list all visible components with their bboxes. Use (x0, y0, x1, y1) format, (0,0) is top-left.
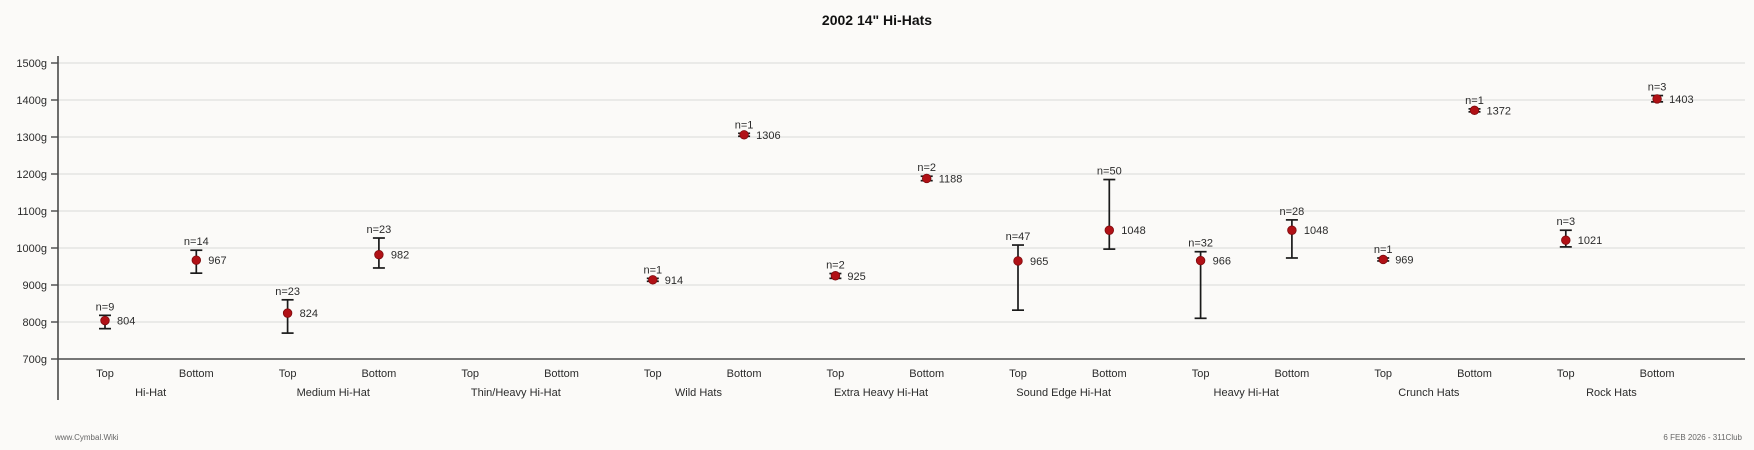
n-count-label: n=14 (184, 236, 209, 248)
value-label: 1372 (1487, 105, 1511, 117)
top-bottom-label: Top (1557, 368, 1575, 380)
n-count-label: n=28 (1280, 206, 1305, 218)
data-point-marker (1469, 105, 1480, 116)
data-point-marker (1195, 255, 1206, 266)
n-count-label: n=3 (1648, 82, 1667, 94)
top-bottom-label: Top (1192, 368, 1210, 380)
top-bottom-label: Bottom (544, 368, 579, 380)
y-tick-label: 800g (23, 317, 47, 329)
value-label: 965 (1030, 256, 1048, 268)
data-point-marker (922, 173, 932, 184)
n-count-label: n=2 (917, 162, 936, 174)
n-count-label: n=47 (1006, 231, 1031, 243)
value-label: 925 (847, 271, 865, 283)
value-label: 1048 (1304, 225, 1328, 237)
y-tick-label: 1500g (16, 58, 47, 70)
y-tick-label: 700g (23, 354, 47, 366)
top-bottom-label: Bottom (727, 368, 762, 380)
value-label: 1403 (1669, 94, 1693, 106)
top-bottom-label: Top (1009, 368, 1027, 380)
data-point-marker (191, 255, 202, 265)
group-label: Rock Hats (1586, 387, 1637, 399)
top-bottom-label: Top (279, 368, 297, 380)
top-bottom-label: Top (644, 368, 662, 380)
data-point-marker (282, 308, 293, 318)
value-label: 1306 (756, 130, 780, 142)
top-bottom-label: Bottom (909, 368, 944, 380)
top-bottom-label: Bottom (1640, 368, 1675, 380)
data-point-marker (830, 271, 841, 281)
n-count-label: n=1 (735, 119, 754, 131)
group-label: Hi-Hat (135, 387, 166, 399)
data-point-marker (1287, 225, 1297, 235)
value-label: 969 (1395, 254, 1413, 266)
value-label: 967 (208, 255, 226, 267)
group-label: Crunch Hats (1398, 387, 1460, 399)
top-bottom-label: Bottom (179, 368, 214, 380)
y-tick-label: 1200g (16, 169, 47, 181)
data-point-marker (648, 275, 658, 285)
data-point-marker (1013, 256, 1023, 266)
n-count-label: n=2 (826, 260, 845, 272)
n-count-label: n=1 (1374, 244, 1393, 256)
y-tick-label: 1400g (16, 95, 47, 107)
value-label: 982 (391, 250, 409, 262)
y-tick-label: 1100g (17, 206, 47, 218)
group-label: Sound Edge Hi-Hat (1016, 387, 1111, 399)
data-point-marker (1561, 235, 1571, 245)
value-label: 804 (117, 316, 135, 328)
y-tick-label: 1300g (16, 132, 47, 144)
n-count-label: n=9 (96, 301, 115, 313)
top-bottom-label: Bottom (1457, 368, 1492, 380)
group-label: Thin/Heavy Hi-Hat (471, 387, 561, 399)
n-count-label: n=23 (367, 224, 392, 236)
group-label: Heavy Hi-Hat (1214, 387, 1279, 399)
value-label: 914 (665, 275, 683, 287)
group-label: Extra Heavy Hi-Hat (834, 387, 928, 399)
n-count-label: n=32 (1188, 238, 1213, 250)
value-label: 1048 (1121, 225, 1145, 237)
data-point-marker (1104, 225, 1115, 235)
data-point-marker (1652, 94, 1662, 104)
group-label: Wild Hats (675, 387, 723, 399)
group-label: Medium Hi-Hat (297, 387, 370, 399)
n-count-label: n=3 (1556, 216, 1575, 228)
top-bottom-label: Bottom (1274, 368, 1309, 380)
data-point-marker (100, 315, 110, 326)
top-bottom-label: Bottom (1092, 368, 1127, 380)
top-bottom-label: Top (461, 368, 479, 380)
n-count-label: n=1 (643, 264, 662, 276)
value-label: 1188 (939, 173, 963, 185)
date-attribution-text: 6 FEB 2026 - 311Club (1663, 433, 1742, 442)
n-count-label: n=23 (275, 286, 300, 298)
top-bottom-label: Top (96, 368, 114, 380)
source-link-text: www.Cymbal.Wiki (55, 433, 119, 442)
top-bottom-label: Top (827, 368, 845, 380)
data-point-marker (739, 130, 749, 140)
value-label: 966 (1213, 256, 1231, 268)
top-bottom-label: Top (1374, 368, 1392, 380)
value-label: 1021 (1578, 235, 1602, 247)
top-bottom-label: Bottom (361, 368, 396, 380)
y-tick-label: 900g (23, 280, 47, 292)
n-count-label: n=1 (1465, 95, 1484, 107)
data-point-marker (1378, 254, 1388, 265)
value-label: 824 (300, 308, 318, 320)
y-tick-label: 1000g (16, 243, 47, 255)
n-count-label: n=50 (1097, 166, 1122, 178)
data-point-marker (374, 249, 384, 260)
chart-title: 2002 14" Hi-Hats (821, 12, 933, 28)
